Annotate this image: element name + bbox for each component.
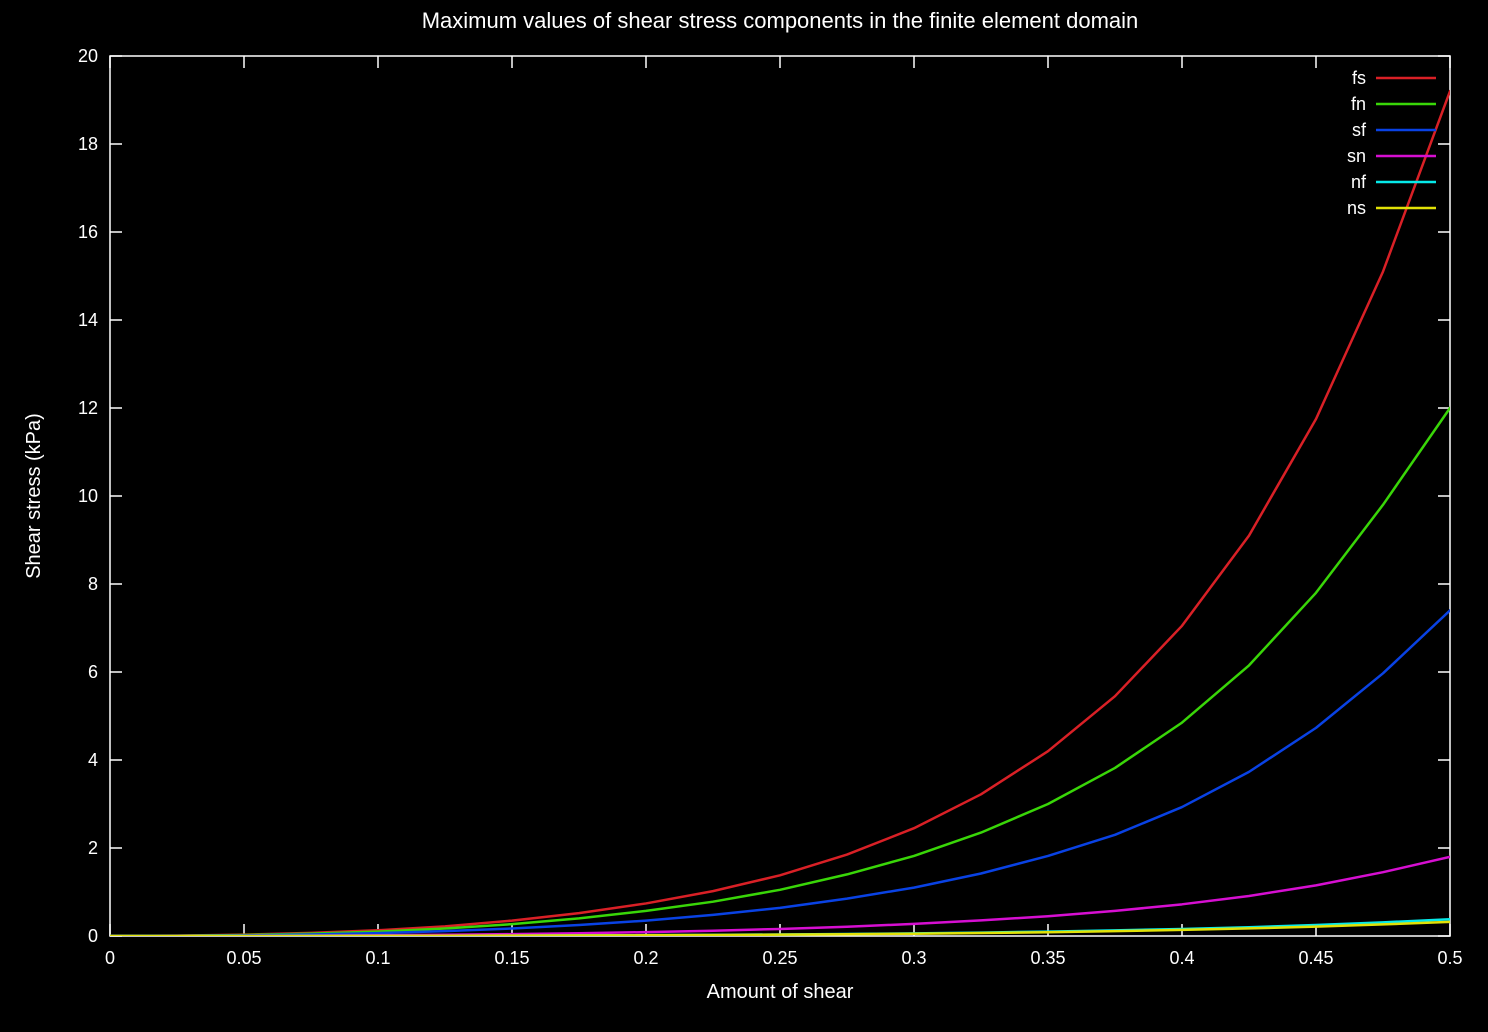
y-axis-label: Shear stress (kPa) <box>23 413 45 579</box>
y-tick-label: 18 <box>78 134 98 154</box>
legend-label-fn: fn <box>1351 94 1366 114</box>
shear-stress-chart: Maximum values of shear stress component… <box>0 0 1488 1032</box>
legend-label-fs: fs <box>1352 68 1366 88</box>
y-tick-label: 14 <box>78 310 98 330</box>
y-tick-label: 10 <box>78 486 98 506</box>
x-tick-label: 0.3 <box>901 948 926 968</box>
x-tick-label: 0.1 <box>365 948 390 968</box>
x-tick-label: 0.35 <box>1030 948 1065 968</box>
x-tick-label: 0.25 <box>762 948 797 968</box>
y-tick-label: 20 <box>78 46 98 66</box>
x-tick-label: 0.2 <box>633 948 658 968</box>
x-axis-label: Amount of shear <box>707 981 854 1003</box>
y-tick-label: 12 <box>78 398 98 418</box>
y-tick-label: 6 <box>88 662 98 682</box>
x-tick-label: 0.5 <box>1437 948 1462 968</box>
y-tick-label: 2 <box>88 838 98 858</box>
x-tick-label: 0.05 <box>226 948 261 968</box>
x-tick-label: 0.4 <box>1169 948 1194 968</box>
legend-label-ns: ns <box>1347 198 1366 218</box>
y-tick-label: 16 <box>78 222 98 242</box>
legend-label-nf: nf <box>1351 172 1367 192</box>
x-tick-label: 0 <box>105 948 115 968</box>
chart-title: Maximum values of shear stress component… <box>422 8 1139 33</box>
x-tick-label: 0.45 <box>1298 948 1333 968</box>
y-tick-label: 4 <box>88 750 98 770</box>
y-tick-label: 0 <box>88 926 98 946</box>
legend-label-sn: sn <box>1347 146 1366 166</box>
x-tick-label: 0.15 <box>494 948 529 968</box>
legend-label-sf: sf <box>1352 120 1367 140</box>
y-tick-label: 8 <box>88 574 98 594</box>
